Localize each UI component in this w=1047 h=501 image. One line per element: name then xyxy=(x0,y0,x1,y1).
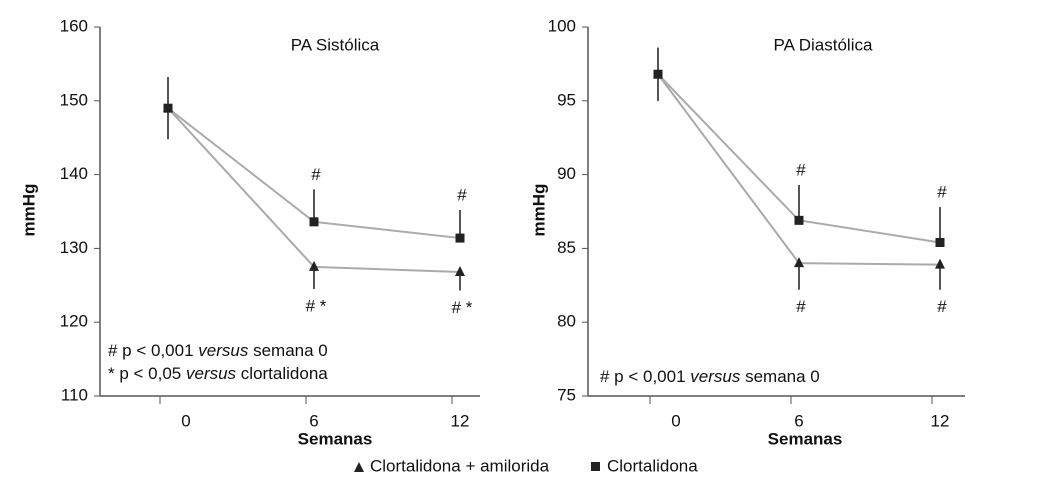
x-tick-label: 0 xyxy=(181,411,190,430)
x-tick-label: 12 xyxy=(931,411,950,430)
marker-square xyxy=(455,233,465,243)
note-part: # p < 0,001 xyxy=(108,341,198,360)
y-tick-label: 80 xyxy=(557,312,576,331)
note-part: # p < 0,001 xyxy=(600,367,690,386)
x-tick-label: 12 xyxy=(451,411,470,430)
y-tick-label: 130 xyxy=(60,238,88,257)
marker-square xyxy=(163,103,173,113)
point-label: # xyxy=(796,160,806,179)
y-tick-label: 120 xyxy=(60,312,88,331)
note-part: versus xyxy=(186,364,237,383)
note: # p < 0,001 versus semana 0 xyxy=(108,341,328,360)
x-axis-label: Semanas xyxy=(298,429,373,448)
x-axis-label: Semanas xyxy=(768,429,843,448)
y-tick-label: 95 xyxy=(557,90,576,109)
x-tick-label: 6 xyxy=(309,411,318,430)
note-part: clortalidona xyxy=(236,364,328,383)
note-part: semana 0 xyxy=(740,367,819,386)
legend-label: Clortalidona + amilorida xyxy=(370,456,550,475)
legend-marker-square xyxy=(591,462,600,471)
marker-triangle xyxy=(935,258,945,269)
marker-square xyxy=(794,215,804,225)
y-axis-label: mmHg xyxy=(529,184,548,237)
marker-square xyxy=(653,69,663,79)
y-tick-label: 100 xyxy=(548,16,576,35)
y-tick-label: 90 xyxy=(557,164,576,183)
y-tick-label: 150 xyxy=(60,90,88,109)
marker-triangle xyxy=(309,260,319,271)
point-label: # xyxy=(457,186,467,205)
note: * p < 0,05 versus clortalidona xyxy=(108,364,328,383)
legend: Clortalidona + amilorida Clortalidona xyxy=(354,456,698,475)
marker-square xyxy=(935,237,945,247)
y-axis-label: mmHg xyxy=(19,184,38,237)
marker-triangle xyxy=(455,266,465,277)
note-part: * p < 0,05 xyxy=(108,364,186,383)
y-tick-label: 75 xyxy=(557,385,576,404)
y-tick-label: 140 xyxy=(60,164,88,183)
legend-marker-triangle xyxy=(354,462,364,472)
point-label: # xyxy=(311,165,321,184)
y-tick-label: 160 xyxy=(60,16,88,35)
x-tick-label: 6 xyxy=(794,411,803,430)
legend-label: Clortalidona xyxy=(607,456,698,475)
y-tick-label: 85 xyxy=(557,238,576,257)
point-label: # xyxy=(796,297,806,316)
point-label: # xyxy=(937,297,947,316)
point-label: # * xyxy=(306,296,327,315)
note: # p < 0,001 versus semana 0 xyxy=(600,367,820,386)
marker-triangle xyxy=(794,257,804,268)
chart-title: PA Sistólica xyxy=(291,35,380,54)
note-part: versus xyxy=(690,367,741,386)
point-label: # xyxy=(937,183,947,202)
point-label: # * xyxy=(452,298,473,317)
y-tick-label: 110 xyxy=(61,385,88,404)
note-part: versus xyxy=(198,341,249,360)
x-tick-label: 0 xyxy=(671,411,680,430)
chart-title: PA Diastólica xyxy=(774,35,873,54)
note-part: semana 0 xyxy=(248,341,327,360)
marker-square xyxy=(309,217,319,227)
